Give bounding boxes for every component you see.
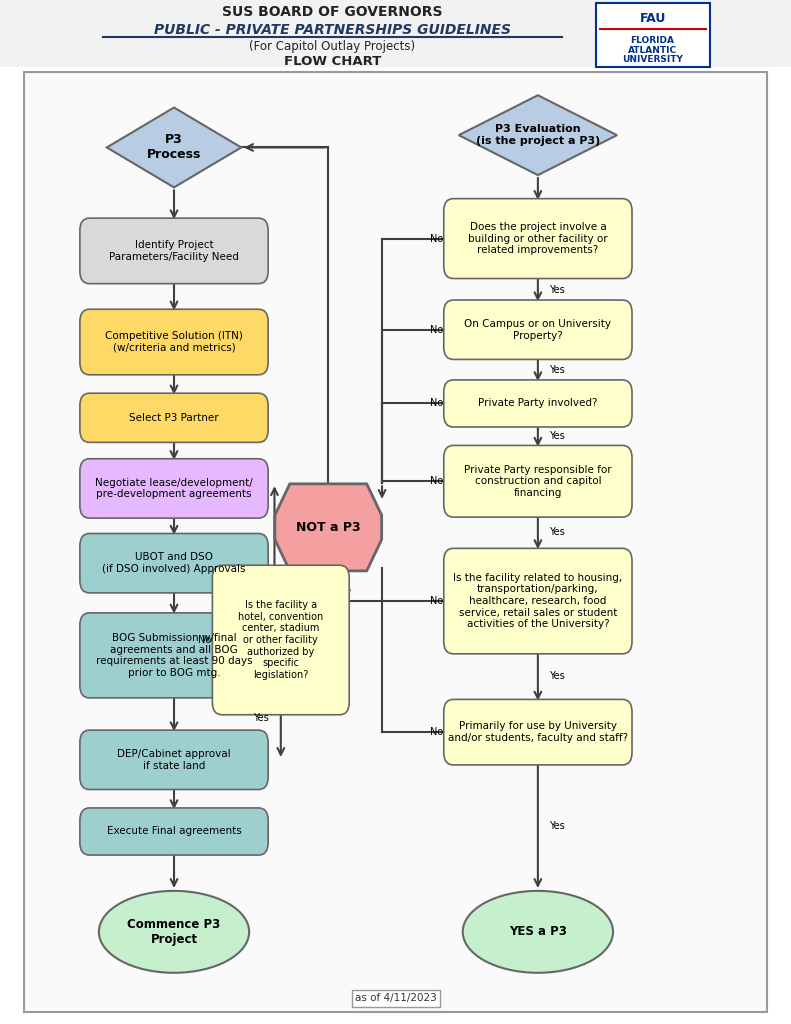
FancyBboxPatch shape — [80, 309, 268, 375]
Text: DEP/Cabinet approval
if state land: DEP/Cabinet approval if state land — [117, 749, 231, 771]
Text: UNIVERSITY: UNIVERSITY — [623, 55, 683, 63]
FancyBboxPatch shape — [80, 808, 268, 855]
Text: FLORIDA: FLORIDA — [630, 37, 675, 45]
Polygon shape — [107, 108, 241, 187]
Text: No: No — [198, 635, 211, 645]
Text: No: No — [430, 727, 443, 737]
Text: Yes: Yes — [549, 365, 565, 375]
Text: YES a P3: YES a P3 — [509, 926, 567, 938]
Text: FLOW CHART: FLOW CHART — [283, 55, 381, 68]
FancyBboxPatch shape — [444, 380, 632, 427]
Text: No: No — [430, 233, 443, 244]
FancyBboxPatch shape — [212, 565, 350, 715]
Text: Yes: Yes — [549, 431, 565, 441]
Text: Private Party responsible for
construction and capitol
financing: Private Party responsible for constructi… — [464, 465, 611, 498]
Text: P3
Process: P3 Process — [147, 133, 201, 162]
Text: Primarily for use by University
and/or students, faculty and staff?: Primarily for use by University and/or s… — [448, 721, 628, 743]
Text: Execute Final agreements: Execute Final agreements — [107, 826, 241, 837]
Text: as of 4/11/2023: as of 4/11/2023 — [354, 993, 437, 1004]
Text: Yes: Yes — [549, 285, 565, 295]
Text: BOG Submission w/final
agreements and all BOG
requirements at least 90 days
prio: BOG Submission w/final agreements and al… — [96, 633, 252, 678]
Polygon shape — [459, 95, 617, 175]
Text: FAU: FAU — [639, 12, 666, 25]
Text: Does the project involve a
building or other facility or
related improvements?: Does the project involve a building or o… — [468, 222, 607, 255]
Text: SUS BOARD OF GOVERNORS: SUS BOARD OF GOVERNORS — [222, 5, 442, 19]
FancyBboxPatch shape — [444, 300, 632, 359]
FancyBboxPatch shape — [444, 549, 632, 654]
Text: ATLANTIC: ATLANTIC — [628, 46, 677, 54]
FancyBboxPatch shape — [80, 393, 268, 442]
Ellipse shape — [463, 891, 613, 973]
Text: Is the facility related to housing,
transportation/parking,
healthcare, research: Is the facility related to housing, tran… — [453, 572, 623, 630]
Text: PUBLIC - PRIVATE PARTNERSHIPS GUIDELINES: PUBLIC - PRIVATE PARTNERSHIPS GUIDELINES — [153, 23, 511, 37]
FancyBboxPatch shape — [0, 0, 791, 67]
FancyBboxPatch shape — [80, 218, 268, 284]
Text: Select P3 Partner: Select P3 Partner — [129, 413, 219, 423]
Text: On Campus or on University
Property?: On Campus or on University Property? — [464, 318, 611, 341]
Text: Yes: Yes — [549, 527, 565, 538]
Text: Identify Project
Parameters/Facility Need: Identify Project Parameters/Facility Nee… — [109, 240, 239, 262]
FancyBboxPatch shape — [596, 3, 710, 67]
Ellipse shape — [99, 891, 249, 973]
Text: Private Party involved?: Private Party involved? — [478, 398, 598, 409]
FancyBboxPatch shape — [444, 445, 632, 517]
FancyBboxPatch shape — [80, 730, 268, 790]
Text: No: No — [430, 476, 443, 486]
Text: NOT a P3: NOT a P3 — [296, 521, 361, 534]
FancyBboxPatch shape — [80, 534, 268, 593]
Text: (For Capitol Outlay Projects): (For Capitol Outlay Projects) — [249, 40, 415, 52]
Text: Yes: Yes — [253, 713, 269, 723]
Text: Yes: Yes — [549, 821, 565, 831]
FancyBboxPatch shape — [80, 612, 268, 698]
FancyBboxPatch shape — [444, 199, 632, 279]
Text: Is the facility a
hotel, convention
center, stadium
or other facility
authorized: Is the facility a hotel, convention cent… — [238, 600, 324, 680]
Text: Commence P3
Project: Commence P3 Project — [127, 918, 221, 946]
FancyBboxPatch shape — [24, 72, 767, 1012]
Text: Competitive Solution (ITN)
(w/criteria and metrics): Competitive Solution (ITN) (w/criteria a… — [105, 331, 243, 353]
FancyBboxPatch shape — [444, 699, 632, 765]
FancyBboxPatch shape — [80, 459, 268, 518]
Text: UBOT and DSO
(if DSO involved) Approvals: UBOT and DSO (if DSO involved) Approvals — [102, 552, 246, 574]
Text: No: No — [430, 596, 443, 606]
Polygon shape — [275, 484, 381, 571]
Text: Yes: Yes — [549, 671, 565, 681]
Text: No: No — [430, 398, 443, 409]
Text: No: No — [430, 325, 443, 335]
Text: Negotiate lease/development/
pre-development agreements: Negotiate lease/development/ pre-develop… — [95, 477, 253, 500]
Text: P3 Evaluation
(is the project a P3): P3 Evaluation (is the project a P3) — [475, 124, 600, 146]
